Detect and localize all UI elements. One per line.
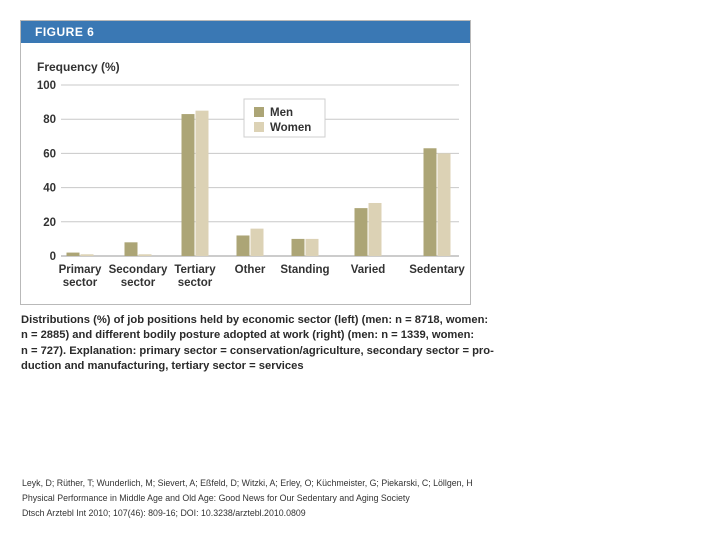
bar-men [423, 148, 437, 256]
x-tick-label: Varied [351, 264, 386, 276]
bar-women [80, 254, 94, 256]
citation: Leyk, D; Rüther, T; Wunderlich, M; Sieve… [22, 476, 473, 522]
x-tick-label: Secondary [109, 264, 168, 276]
x-tick-label: sector [63, 277, 98, 289]
figure-header: FIGURE 6 [21, 21, 470, 43]
figure-box: Frequency (%) 0 20 40 60 80 100 Primary sector Se… [20, 20, 471, 305]
bar-women [368, 202, 382, 256]
bar-women [250, 228, 264, 256]
x-tick-label: Sedentary [409, 264, 465, 276]
legend-swatch-men [254, 107, 264, 117]
x-tick-label: Tertiary [174, 264, 216, 276]
y-tick-label: 0 [50, 251, 56, 263]
bar-women [138, 254, 152, 256]
bar-women [195, 110, 209, 257]
bar-men [124, 242, 138, 256]
x-tick-label: Other [235, 264, 266, 276]
bar-men [291, 238, 305, 256]
bar-men [236, 235, 250, 256]
chart: Frequency (%)020406080100PrimarysectorSe… [37, 60, 466, 289]
bar-men [66, 252, 80, 256]
x-tick-label: sector [178, 277, 213, 289]
y-tick-label: 60 [43, 148, 56, 160]
y-tick-label: 100 [37, 80, 56, 92]
bar-men [181, 114, 195, 256]
figure-caption: Distributions (%) of job positions held … [21, 313, 494, 374]
citation-authors: Leyk, D; Rüther, T; Wunderlich, M; Sieve… [22, 478, 473, 488]
y-tick-label: 40 [43, 183, 56, 195]
y-tick-label: 80 [43, 114, 56, 126]
x-tick-label: Standing [280, 264, 329, 276]
y-tick-label: 20 [43, 217, 56, 229]
legend-label-women: Women [270, 122, 311, 134]
citation-title: Physical Performance in Middle Age and O… [22, 493, 410, 504]
citation-journal: Dtsch Arztebl Int 2010; 107(46): 809-16;… [22, 508, 306, 519]
caption-line: duction and manufacturing, tertiary sect… [21, 359, 304, 372]
legend-label-men: Men [270, 107, 293, 119]
caption-line: Distributions (%) of job positions held … [21, 314, 489, 326]
y-axis-label: Frequency (%) [37, 60, 120, 74]
legend-swatch-women [254, 122, 264, 132]
x-tick-label: Primary [59, 264, 102, 276]
bar-women [437, 153, 451, 256]
x-tick-label: sector [121, 277, 156, 289]
caption-line: n = 2885) and different bodily posture a… [21, 329, 475, 342]
bar-women [305, 238, 319, 256]
bar-men [354, 208, 368, 256]
caption-line: n = 727). Explanation: primary sector = … [21, 344, 494, 357]
